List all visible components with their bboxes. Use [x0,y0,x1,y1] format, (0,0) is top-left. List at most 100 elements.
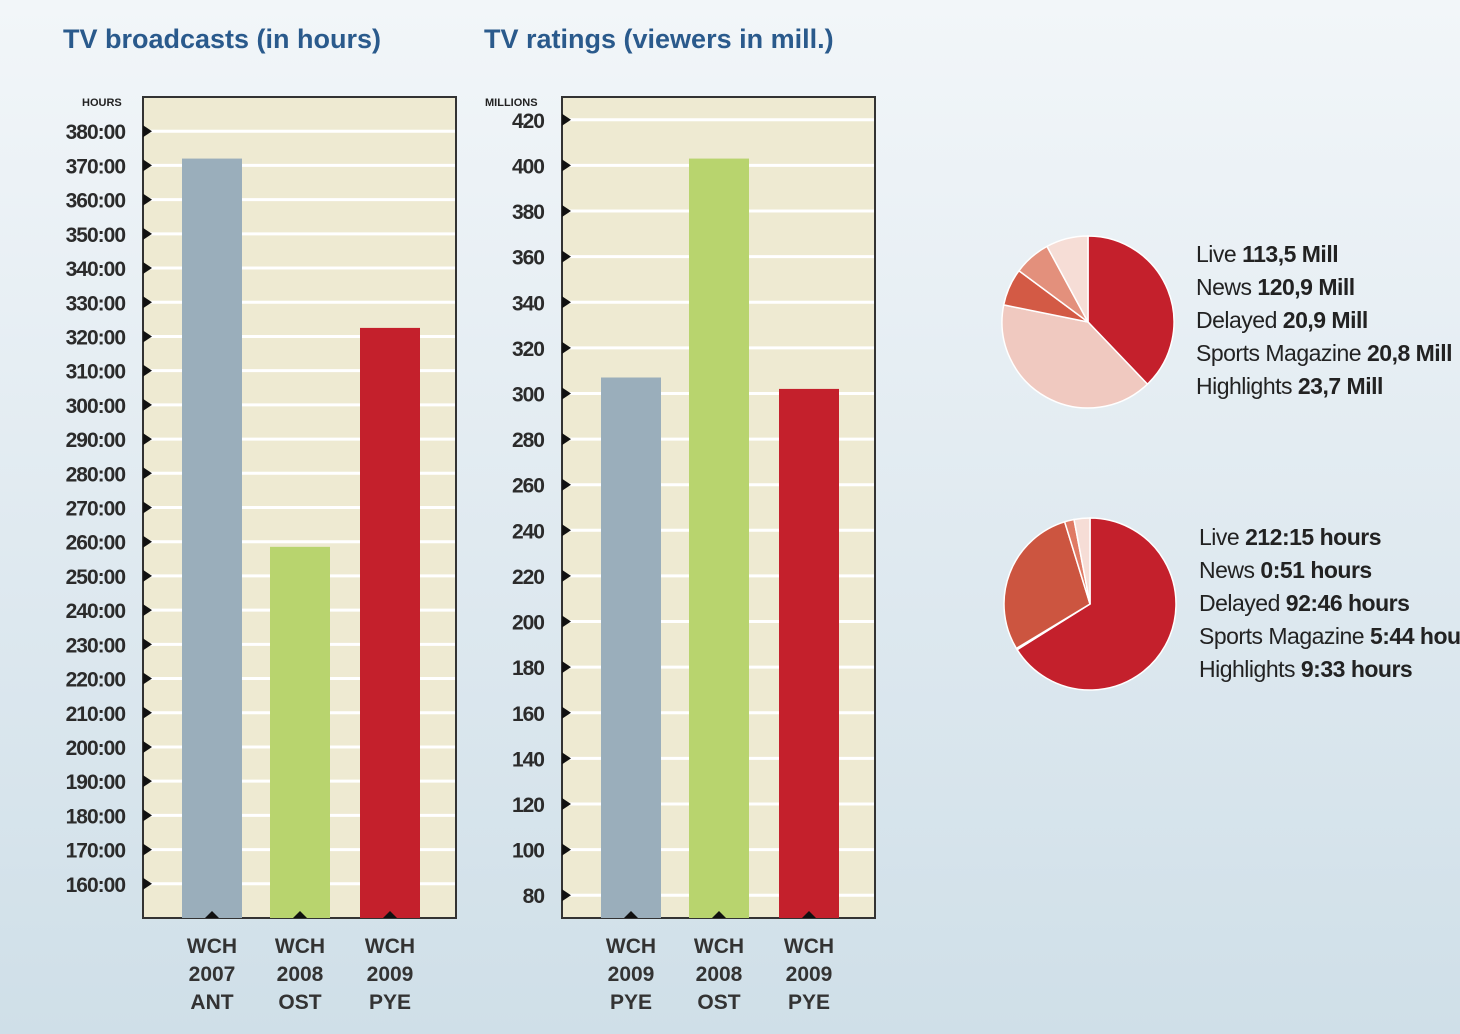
y-tick-label: 310:00 [66,361,126,384]
tick-marker [562,524,571,537]
y-tick-label: 320:00 [66,326,126,349]
legend-name: Highlights [1196,373,1292,399]
pie-slice [1016,517,1177,691]
tick-marker [562,113,571,126]
legend-value: 20,8 Mill [1361,340,1452,366]
tick-marker [143,159,152,172]
tick-marker [143,227,152,240]
tick-marker [143,604,152,617]
y-tick-label: 200:00 [66,737,126,760]
legend-entry: Sports Magazine 5:44 hours [1199,623,1460,649]
category-label: ANT [190,991,233,1014]
legend-name: Delayed [1199,590,1280,616]
hours-pie-chart: Live 212:15 hours News 0:51 hours Delayed … [1003,517,1460,691]
y-tick-label: 280:00 [66,463,126,486]
tick-marker [143,330,152,343]
tick-marker [143,740,152,753]
legend-value: 120,9 Mill [1252,274,1355,300]
pie-slice [1087,235,1175,386]
bar [601,377,661,919]
y-tick-label: 260 [512,475,544,498]
legend-name: Delayed [1196,307,1277,333]
y-tick-label: 360 [512,247,544,270]
pie-slice [1073,517,1091,605]
y-tick-label: 250:00 [66,566,126,589]
pie-slice [1001,304,1149,409]
tick-marker [562,250,571,263]
y-tick-label: 100 [512,840,544,863]
legend-name: Live [1199,524,1239,550]
y-tick-label: 290:00 [66,429,126,452]
tick-marker [562,341,571,354]
y-tick-label: 340 [512,292,544,315]
bar-base-marker [293,911,307,918]
legend-name: Live [1196,241,1236,267]
pie-slice [1003,520,1091,650]
y-tick-label: 140 [512,748,544,771]
tick-marker [562,433,571,446]
tick-marker [143,638,152,651]
legend-name: News [1196,274,1252,300]
category-label: WCH [694,935,744,958]
y-tick-label: 330:00 [66,292,126,315]
legend-value: 23,7 Mill [1292,373,1383,399]
broadcasts-title: TV broadcasts (in hours) [63,24,381,54]
y-tick-label: 300:00 [66,395,126,418]
legend-value: 212:15 hours [1239,524,1381,550]
y-tick-label: 200 [512,612,544,635]
bar [689,158,749,918]
tick-marker [143,775,152,788]
category-label: PYE [610,991,652,1014]
tick-marker [562,569,571,582]
tick-marker [562,205,571,218]
tick-marker [143,672,152,685]
tick-marker [143,467,152,480]
bar [360,327,420,918]
y-tick-label: 370:00 [66,155,126,178]
y-tick-label: 160 [512,703,544,726]
bar-base-marker [383,911,397,918]
y-tick-label: 280 [512,429,544,452]
y-tick-label: 220:00 [66,669,126,692]
y-tick-label: 400 [512,155,544,178]
tick-marker [562,478,571,491]
y-tick-label: 350:00 [66,224,126,247]
category-label: OST [278,991,321,1014]
y-tick-label: 360:00 [66,190,126,213]
legend-entry: Highlights 23,7 Mill [1196,373,1383,399]
tick-marker [562,159,571,172]
y-tick-label: 260:00 [66,532,126,555]
y-tick-label: 340:00 [66,258,126,281]
y-tick-label: 180 [512,657,544,680]
legend-value: 9:33 hours [1295,656,1412,682]
y-tick-label: 300 [512,383,544,406]
tick-marker [143,364,152,377]
bar [182,158,242,918]
y-tick-label: 80 [523,885,545,908]
legend-entry: News 0:51 hours [1199,557,1372,583]
tick-marker [143,433,152,446]
y-tick-label: 380:00 [66,121,126,144]
category-label: 2009 [786,963,833,986]
pie-slice [1046,235,1089,323]
tick-marker [143,809,152,822]
category-label: OST [697,991,740,1014]
y-tick-label: 320 [512,338,544,361]
tick-marker [143,706,152,719]
y-tick-label: 170:00 [66,840,126,863]
tick-marker [143,877,152,890]
bar-base-marker [802,911,816,918]
bar-base-marker [712,911,726,918]
legend-name: Sports Magazine [1196,340,1361,366]
tick-marker [562,387,571,400]
tick-marker [143,535,152,548]
category-label: 2007 [189,963,236,986]
category-label: WCH [365,935,415,958]
legend-name: News [1199,557,1255,583]
tick-marker [562,661,571,674]
tick-marker [562,843,571,856]
y-tick-label: 180:00 [66,805,126,828]
viewers-pie-chart: Live 113,5 Mill News 120,9 Mill Delayed 20… [1001,235,1452,409]
legend-value: 92:46 hours [1280,590,1410,616]
